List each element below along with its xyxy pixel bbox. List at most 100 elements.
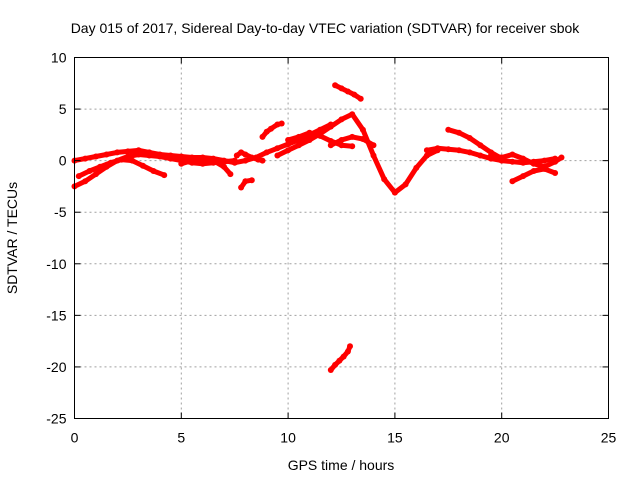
x-tick-label: 10 xyxy=(280,430,296,446)
data-point xyxy=(129,157,136,164)
data-point xyxy=(135,147,142,154)
data-point xyxy=(509,178,516,185)
data-point xyxy=(349,143,356,150)
data-point xyxy=(259,157,266,164)
series-arc-short-1 xyxy=(233,149,266,164)
data-point xyxy=(466,135,473,141)
data-point xyxy=(552,158,559,165)
data-point xyxy=(552,170,559,176)
x-tick-label: 5 xyxy=(177,430,185,446)
data-point xyxy=(161,172,168,179)
data-point xyxy=(456,147,462,154)
data-point xyxy=(285,137,292,143)
data-point xyxy=(124,148,131,155)
data-point xyxy=(340,353,347,360)
y-axis-title: SDTVAR / TECUs xyxy=(4,182,20,294)
data-point xyxy=(114,149,121,156)
y-tick-label: -20 xyxy=(46,359,66,375)
data-point xyxy=(466,149,473,156)
data-point xyxy=(75,173,82,180)
data-point xyxy=(107,159,114,166)
data-point xyxy=(456,129,462,136)
plot-frame xyxy=(74,57,609,419)
data-point xyxy=(139,162,146,169)
data-point xyxy=(135,151,142,158)
x-axis-title: GPS time / hours xyxy=(288,457,395,473)
data-point xyxy=(231,157,238,164)
series-arc-top-short xyxy=(332,82,364,102)
data-point xyxy=(242,178,249,185)
data-point xyxy=(336,357,343,364)
y-tick-label: -5 xyxy=(54,204,67,220)
data-point xyxy=(541,165,548,172)
data-point xyxy=(349,111,356,118)
data-point xyxy=(359,136,366,142)
x-tick-label: 15 xyxy=(387,430,403,446)
grid xyxy=(74,57,609,419)
data-point xyxy=(263,149,270,156)
series-arc-outlier xyxy=(327,343,353,373)
data-point xyxy=(327,123,334,130)
data-points xyxy=(71,82,565,373)
data-point xyxy=(278,120,285,127)
data-point xyxy=(423,152,430,159)
data-point xyxy=(338,142,345,149)
data-point xyxy=(189,157,195,164)
data-point xyxy=(167,155,174,162)
data-point xyxy=(103,151,110,158)
data-point xyxy=(370,142,377,149)
data-point xyxy=(520,155,527,162)
data-point xyxy=(530,160,537,167)
y-tick-label: -25 xyxy=(46,411,66,427)
data-point xyxy=(306,129,313,136)
data-point xyxy=(86,168,93,174)
chart-title: Day 015 of 2017, Sidereal Day-to-day VTE… xyxy=(71,20,581,36)
data-point xyxy=(285,141,292,148)
data-point xyxy=(498,154,505,161)
series-arc-rise-peak xyxy=(274,111,441,196)
data-point xyxy=(242,151,249,158)
data-point xyxy=(92,171,99,178)
data-point xyxy=(274,145,281,152)
data-point xyxy=(97,163,104,170)
series-arc-main-c xyxy=(75,156,168,180)
data-point xyxy=(445,146,452,153)
data-point xyxy=(178,160,185,167)
series-line xyxy=(72,152,238,189)
data-point xyxy=(295,142,302,149)
data-point xyxy=(248,154,255,161)
data-point xyxy=(238,184,245,191)
data-point xyxy=(558,154,565,161)
data-point xyxy=(221,163,227,170)
data-point xyxy=(509,151,516,158)
series-arc-mid-hump xyxy=(327,133,377,149)
data-point xyxy=(370,152,377,159)
data-point xyxy=(199,155,206,162)
data-point xyxy=(351,91,358,98)
series-arc-late-c xyxy=(488,151,565,170)
data-point xyxy=(338,116,345,123)
data-point xyxy=(92,153,99,160)
y-tick-label: -10 xyxy=(46,256,66,272)
data-point xyxy=(347,343,353,350)
data-point xyxy=(357,95,364,102)
data-point xyxy=(338,85,345,92)
data-point xyxy=(359,126,366,133)
data-point xyxy=(156,153,163,160)
data-point xyxy=(530,168,537,174)
data-point xyxy=(259,133,266,140)
data-point xyxy=(274,152,281,159)
data-point xyxy=(327,142,334,149)
data-point xyxy=(391,189,398,196)
data-point xyxy=(434,145,441,152)
series-arc-main-d xyxy=(178,155,234,178)
data-point xyxy=(349,133,356,140)
y-tick-label: 10 xyxy=(51,50,67,66)
data-point xyxy=(488,152,494,159)
data-point xyxy=(332,82,339,89)
data-point xyxy=(118,156,125,163)
data-point xyxy=(344,88,351,95)
data-point xyxy=(233,152,240,159)
data-point xyxy=(263,128,270,135)
data-point xyxy=(402,181,409,188)
